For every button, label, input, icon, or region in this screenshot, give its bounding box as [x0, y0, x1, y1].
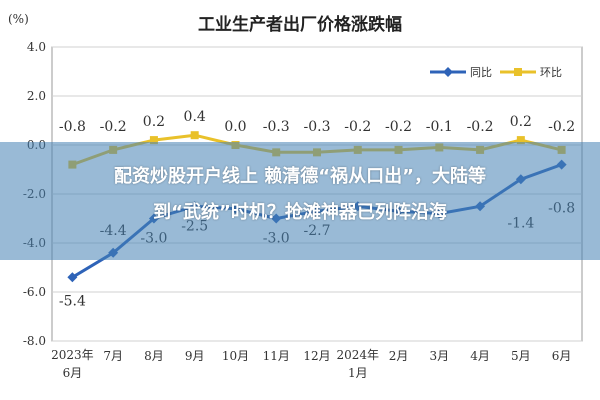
y-tick-label: 4.0 [27, 40, 46, 54]
data-point-mom [149, 136, 158, 145]
x-tick-label: 2023年 [51, 348, 94, 362]
x-tick-label: 9月 [185, 349, 205, 363]
data-label-mom: -0.8 [59, 119, 86, 135]
x-tick-label: 1月 [348, 366, 368, 380]
y-tick-label: -6.0 [23, 285, 46, 299]
x-tick-label: 11月 [263, 349, 290, 363]
legend-label-mom: 环比 [540, 66, 562, 79]
x-tick-label: 8月 [144, 349, 164, 363]
data-label-mom: -0.2 [467, 119, 494, 135]
x-tick-label: 6月 [552, 349, 572, 363]
y-tick-label: 2.0 [27, 89, 46, 103]
data-point-mom [516, 136, 525, 145]
data-label-mom: -0.2 [385, 119, 412, 135]
legend-marker-mom [514, 68, 522, 76]
x-tick-label: 5月 [511, 349, 531, 363]
data-label-mom: -0.3 [304, 119, 331, 135]
data-point-yoy [67, 272, 78, 283]
data-label-mom: 0.2 [143, 114, 165, 130]
overlay-banner[interactable]: 配资炒股开户线上 赖清德“祸从口出”，大陆等 到“武统”时机？抢滩神器已列阵沿海 [0, 142, 600, 260]
y-unit-label: (%) [8, 12, 29, 26]
x-tick-label: 2024年 [336, 348, 379, 362]
legend-label-yoy: 同比 [470, 66, 492, 79]
overlay-headline-line2[interactable]: 到“武统”时机？抢滩神器已列阵沿海 [153, 202, 447, 223]
data-label-mom: 0.4 [184, 109, 206, 125]
data-label-mom: 0.2 [510, 114, 532, 130]
data-label-mom: -0.3 [263, 119, 290, 135]
x-tick-label: 12月 [303, 349, 330, 363]
x-tick-label: 10月 [222, 349, 249, 363]
overlay-headline-line1[interactable]: 配资炒股开户线上 赖清德“祸从口出”，大陆等 [114, 166, 486, 187]
legend-marker-yoy [443, 67, 453, 77]
x-tick-label: 2月 [389, 349, 409, 363]
data-label-yoy: -5.4 [59, 293, 86, 309]
data-label-mom: -0.2 [100, 119, 127, 135]
data-label-mom: -0.1 [426, 119, 453, 135]
data-label-mom: 0.0 [224, 119, 246, 135]
chart-title: 工业生产者出厂价格涨跌幅 [198, 15, 402, 35]
x-tick-label: 7月 [103, 349, 123, 363]
data-point-mom [190, 131, 199, 140]
x-tick-label: 6月 [63, 366, 83, 380]
data-label-mom: -0.2 [548, 119, 575, 135]
y-tick-label: -8.0 [23, 334, 46, 348]
data-label-mom: -0.2 [344, 119, 371, 135]
x-tick-label: 3月 [429, 349, 449, 363]
x-tick-label: 4月 [470, 349, 490, 363]
